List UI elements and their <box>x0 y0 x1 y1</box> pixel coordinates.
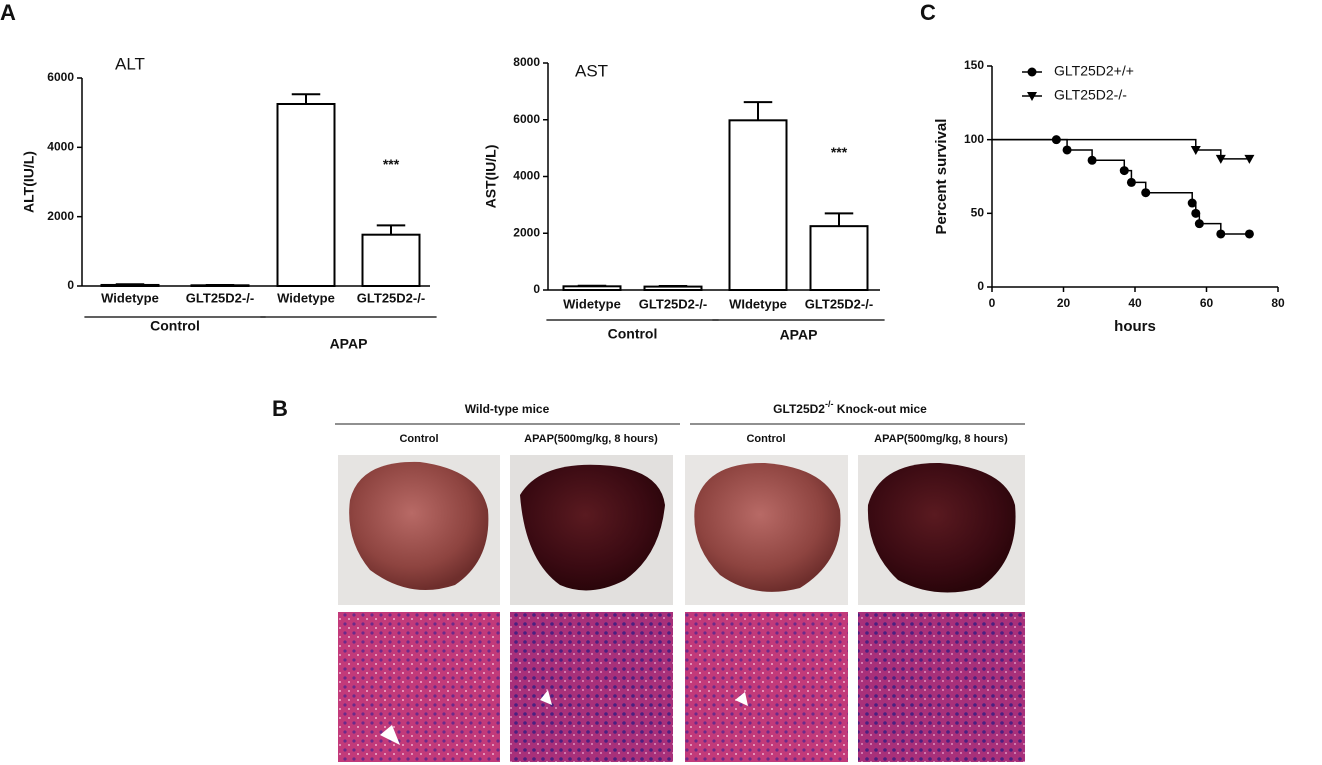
x-tick-label: 80 <box>1271 296 1285 310</box>
y-tick-label: 100 <box>964 132 984 146</box>
chart-title: AST <box>575 61 608 80</box>
y-axis-label: ALT(IU/L) <box>21 151 37 213</box>
x-tick-label: 60 <box>1200 296 1214 310</box>
column-header: Control <box>746 433 785 445</box>
y-tick-label: 150 <box>964 58 984 72</box>
legend-label: GLT25D2-/- <box>1054 87 1127 103</box>
marker <box>1191 208 1201 218</box>
marker <box>1244 154 1255 164</box>
x-tick-label: Widetype <box>563 296 621 311</box>
y-tick-label: 6000 <box>47 70 74 84</box>
marker <box>1027 92 1037 101</box>
error-bar <box>577 284 607 287</box>
group-header: GLT25D2-/- Knock-out mice <box>773 399 927 416</box>
x-tick-label: 20 <box>1057 296 1071 310</box>
error-bar <box>115 283 145 286</box>
marker <box>1126 177 1136 187</box>
bar <box>276 103 336 287</box>
panel-label: B <box>272 396 288 421</box>
x-tick-label: GLT25D2-/- <box>357 290 425 305</box>
bar <box>809 225 869 291</box>
y-tick-label: 0 <box>533 282 540 296</box>
group-header: Wild-type mice <box>465 402 550 416</box>
error-bar <box>291 93 321 104</box>
survival-line <box>992 138 1250 235</box>
chart-title: ALT <box>115 54 145 73</box>
x-tick-label: GLT25D2-/- <box>805 296 873 311</box>
marker <box>1141 188 1151 198</box>
x-tick-label: GLT25D2-/- <box>639 296 707 311</box>
panel-label: C <box>920 0 936 25</box>
marker <box>1027 67 1037 77</box>
marker <box>1087 155 1097 165</box>
marker <box>1244 229 1254 239</box>
y-tick-label: 2000 <box>47 209 74 223</box>
y-tick-label: 0 <box>977 279 984 293</box>
marker <box>1119 166 1129 176</box>
superscript: -/- <box>825 399 834 409</box>
annotation: *** <box>831 144 848 160</box>
marker <box>1187 198 1197 208</box>
marker <box>1215 154 1226 164</box>
error-bar <box>824 212 854 227</box>
marker <box>1062 145 1072 155</box>
x-axis-label: hours <box>1114 318 1156 335</box>
y-tick-label: 2000 <box>513 225 540 239</box>
group-label: Control <box>150 318 200 334</box>
panel-label: A <box>0 0 16 25</box>
x-tick-label: WIdetype <box>729 296 787 311</box>
y-tick-label: 50 <box>971 206 985 220</box>
marker <box>1216 229 1226 239</box>
x-tick-label: GLT25D2-/- <box>186 290 254 305</box>
y-tick-label: 4000 <box>47 140 74 154</box>
y-axis-label: Percent survival <box>933 119 950 235</box>
survival-line <box>992 138 1250 160</box>
bar <box>361 233 421 287</box>
annotation: *** <box>383 156 400 172</box>
error-bar <box>743 101 773 121</box>
error-bar <box>658 285 688 288</box>
group-name: GLT25D2 <box>773 402 825 416</box>
column-header: APAP(500mg/kg, 8 hours) <box>874 433 1008 445</box>
error-bar <box>376 224 406 235</box>
x-tick-label: 0 <box>989 296 996 310</box>
column-header: APAP(500mg/kg, 8 hours) <box>524 433 658 445</box>
y-axis-label: AST(IU/L) <box>483 145 499 209</box>
group-suffix: Knock-out mice <box>833 402 927 416</box>
histology-images <box>338 612 1025 762</box>
group-label: Control <box>608 326 658 342</box>
x-tick-label: 40 <box>1128 296 1142 310</box>
marker <box>1190 145 1201 155</box>
group-label: APAP <box>780 327 818 343</box>
marker <box>1194 219 1204 229</box>
y-tick-label: 8000 <box>513 55 540 69</box>
y-tick-label: 0 <box>67 278 74 292</box>
liver-photos <box>338 455 1025 605</box>
bar <box>728 119 788 291</box>
y-tick-label: 4000 <box>513 169 540 183</box>
y-tick-label: 6000 <box>513 112 540 126</box>
bar <box>643 285 703 292</box>
legend-label: GLT25D2+/+ <box>1054 63 1134 79</box>
group-label: APAP <box>330 336 368 352</box>
bar <box>562 285 622 291</box>
column-header: Control <box>399 433 438 445</box>
x-tick-label: Widetype <box>277 290 335 305</box>
x-tick-label: Widetype <box>101 290 159 305</box>
